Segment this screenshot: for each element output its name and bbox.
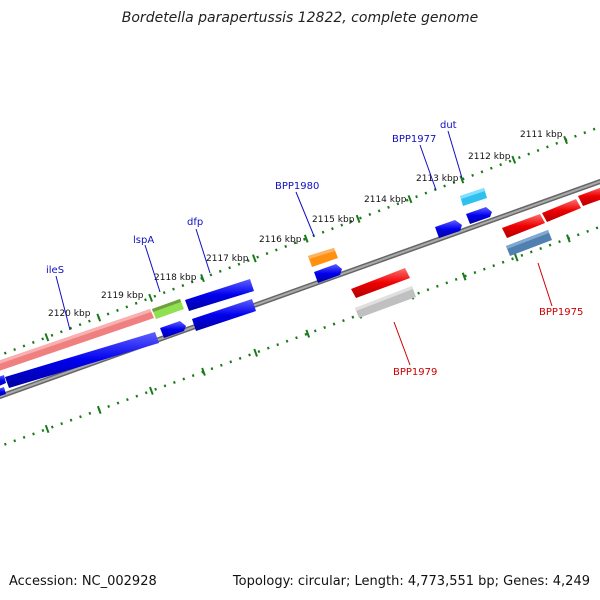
tick-label-2114: 2114 kbp (364, 195, 407, 205)
major-tick (44, 333, 50, 342)
major-tick (513, 253, 519, 262)
major-tick (563, 135, 568, 145)
gene-label-BPP1975[interactable]: BPP1975 (539, 307, 583, 318)
tick-label-2119: 2119 kbp (101, 291, 144, 301)
lspA-gene[interactable] (152, 299, 184, 319)
BPP1979-grey-gene[interactable] (355, 286, 416, 318)
BPP1977-gene[interactable] (435, 220, 462, 238)
tick-label-2111: 2111 kbp (520, 130, 563, 140)
genome-summary-text: Topology: circular; Length: 4,773,551 bp… (232, 574, 590, 589)
major-tick (461, 272, 467, 281)
inner-tick-ring (0, 225, 600, 448)
major-tick (200, 273, 205, 283)
tick-labels: 2111 kbp 2112 kbp 2113 kbp 2114 kbp 2115… (48, 130, 563, 319)
major-tick (252, 254, 257, 263)
gene-label-ileS[interactable]: ileS (46, 265, 64, 276)
accession-text: Accession: NC_002928 (9, 574, 157, 589)
gene-label-BPP1980[interactable]: BPP1980 (275, 181, 319, 192)
red-gene-right-3[interactable] (578, 186, 600, 206)
dut-gene[interactable] (460, 188, 487, 206)
dfp-gene[interactable] (185, 279, 254, 311)
gene-labels: ileS lspA dfp BPP1980 BPP1977 dut BPP197… (46, 120, 583, 378)
major-tick (253, 348, 258, 357)
blue-gene-small-2[interactable] (314, 264, 342, 283)
gene-label-BPP1977[interactable]: BPP1977 (392, 134, 436, 145)
tick-label-2116: 2116 kbp (259, 235, 302, 245)
callout-lines (55, 130, 553, 366)
tick-label-2112: 2112 kbp (468, 152, 511, 162)
major-tick (149, 386, 154, 395)
features (0, 186, 600, 397)
major-ticks (44, 135, 571, 434)
blue-gene-small-1[interactable] (160, 321, 186, 338)
major-tick (96, 405, 102, 414)
gene-label-dut[interactable]: dut (440, 120, 457, 131)
BPP1975-gene[interactable] (506, 230, 552, 256)
major-tick (407, 195, 413, 204)
BPP1980-gene[interactable] (308, 248, 338, 267)
major-tick (355, 214, 361, 223)
tick-label-2120: 2120 kbp (48, 309, 91, 319)
major-tick (511, 155, 517, 164)
tick-label-2118: 2118 kbp (154, 273, 197, 283)
major-tick (201, 367, 206, 376)
blue-gene-small-3[interactable] (466, 207, 492, 224)
gene-label-dfp[interactable]: dfp (187, 217, 203, 228)
red-gene-right-1[interactable] (502, 214, 545, 238)
tick-label-2113: 2113 kbp (416, 174, 459, 184)
ileS-gene[interactable] (0, 309, 154, 371)
blue-gene-lower-left[interactable] (5, 332, 159, 388)
tick-label-2117: 2117 kbp (206, 254, 249, 264)
major-tick (96, 313, 102, 322)
blue-gene-left-edge[interactable] (0, 375, 6, 397)
major-tick (303, 234, 309, 243)
major-tick (566, 234, 571, 243)
gene-label-BPP1979[interactable]: BPP1979 (393, 367, 437, 378)
backbone (0, 178, 600, 400)
blue-gene-mid[interactable] (192, 299, 256, 331)
BPP1979-gene[interactable] (351, 268, 410, 298)
major-tick (44, 424, 50, 434)
major-tick (305, 329, 311, 338)
map-title: Bordetella parapertussis 12822, complete… (121, 10, 479, 26)
major-tick (459, 175, 465, 184)
gene-label-lspA[interactable]: lspA (133, 235, 154, 246)
major-tick (148, 293, 153, 302)
tick-label-2115: 2115 kbp (312, 215, 355, 225)
red-gene-right-2[interactable] (542, 199, 581, 222)
